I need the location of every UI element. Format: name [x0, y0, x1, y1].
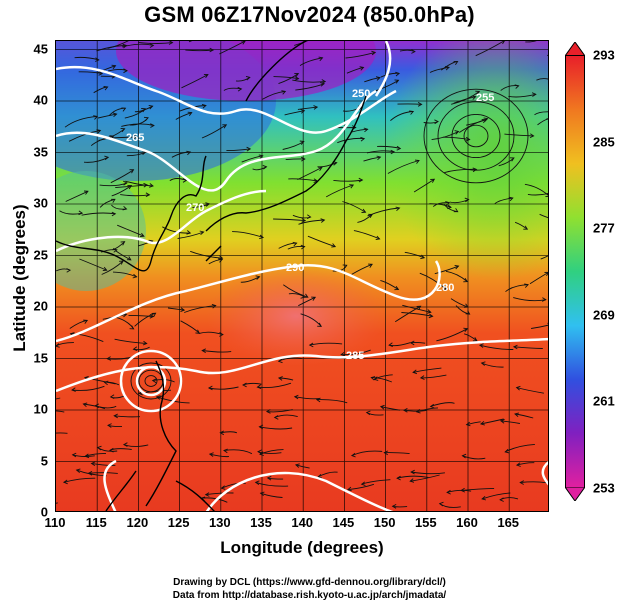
y-axis-label: Latitude (degrees) — [10, 204, 29, 352]
colorbar-tick-label: 269 — [593, 307, 615, 323]
contour-label-group: 250 255 265 270 280 285 290 — [126, 88, 494, 362]
x-tick-label: 145 — [332, 515, 355, 530]
contour-label: 285 — [346, 350, 364, 362]
colorbar — [565, 55, 585, 488]
credit-data: Data from http://database.rish.kyoto-u.a… — [172, 590, 447, 601]
colorbar-bottom-arrow — [565, 487, 585, 501]
colorbar-tick-label: 261 — [593, 393, 615, 409]
x-axis-label: Longitude (degrees) — [220, 538, 384, 557]
chart-title: GSM 06Z17Nov2024 (850.0hPa) — [144, 2, 475, 27]
y-tick-label: 25 — [33, 247, 48, 262]
contour-label: 250 — [352, 88, 370, 100]
isotherm-contours — [56, 41, 548, 511]
wind-streamlines — [56, 41, 548, 509]
temperature-map: 250 255 265 270 280 285 290 — [55, 40, 549, 512]
colorbar-tick-label: 293 — [593, 47, 615, 63]
coastlines — [56, 41, 367, 511]
y-tick-label: 15 — [33, 350, 48, 365]
contour-label: 265 — [126, 132, 144, 144]
x-tick-label: 115 — [85, 515, 107, 530]
y-tick-label: 40 — [33, 92, 48, 108]
y-tick-label: 5 — [40, 453, 48, 468]
y-tick-label: 20 — [33, 298, 48, 314]
y-tick-label: 10 — [33, 401, 48, 417]
x-tick-label: 120 — [126, 515, 149, 530]
x-tick-label: 165 — [497, 515, 520, 530]
map-canvas: 250 255 265 270 280 285 290 — [56, 41, 548, 511]
x-tick-label: 135 — [250, 515, 272, 530]
contour-label: 270 — [186, 202, 204, 214]
y-tick-label: 35 — [33, 144, 48, 159]
x-tick-label: 130 — [208, 515, 231, 530]
colorbar-tick-label: 277 — [593, 220, 615, 236]
credit-drawing: Drawing by DCL (https://www.gfd-dennou.o… — [173, 577, 446, 588]
x-tick-label: 155 — [414, 515, 437, 530]
x-tick-label: 140 — [291, 515, 314, 530]
colorbar-tick-label: 285 — [593, 134, 615, 150]
colorbar-top-arrow — [565, 42, 585, 56]
contour-label: 280 — [436, 282, 454, 294]
y-tick-label: 30 — [33, 195, 48, 211]
x-tick-label: 150 — [373, 515, 396, 530]
colorbar-tick-label: 253 — [593, 480, 615, 496]
contour-label: 255 — [476, 92, 494, 104]
x-tick-label: 125 — [167, 515, 190, 530]
contour-label: 290 — [286, 262, 304, 274]
x-tick-label: 110 — [44, 515, 66, 530]
x-tick-label: 160 — [456, 515, 478, 530]
y-tick-label: 45 — [33, 41, 48, 56]
y-tick-label: 0 — [40, 504, 48, 520]
lat-lon-grid — [56, 41, 548, 511]
